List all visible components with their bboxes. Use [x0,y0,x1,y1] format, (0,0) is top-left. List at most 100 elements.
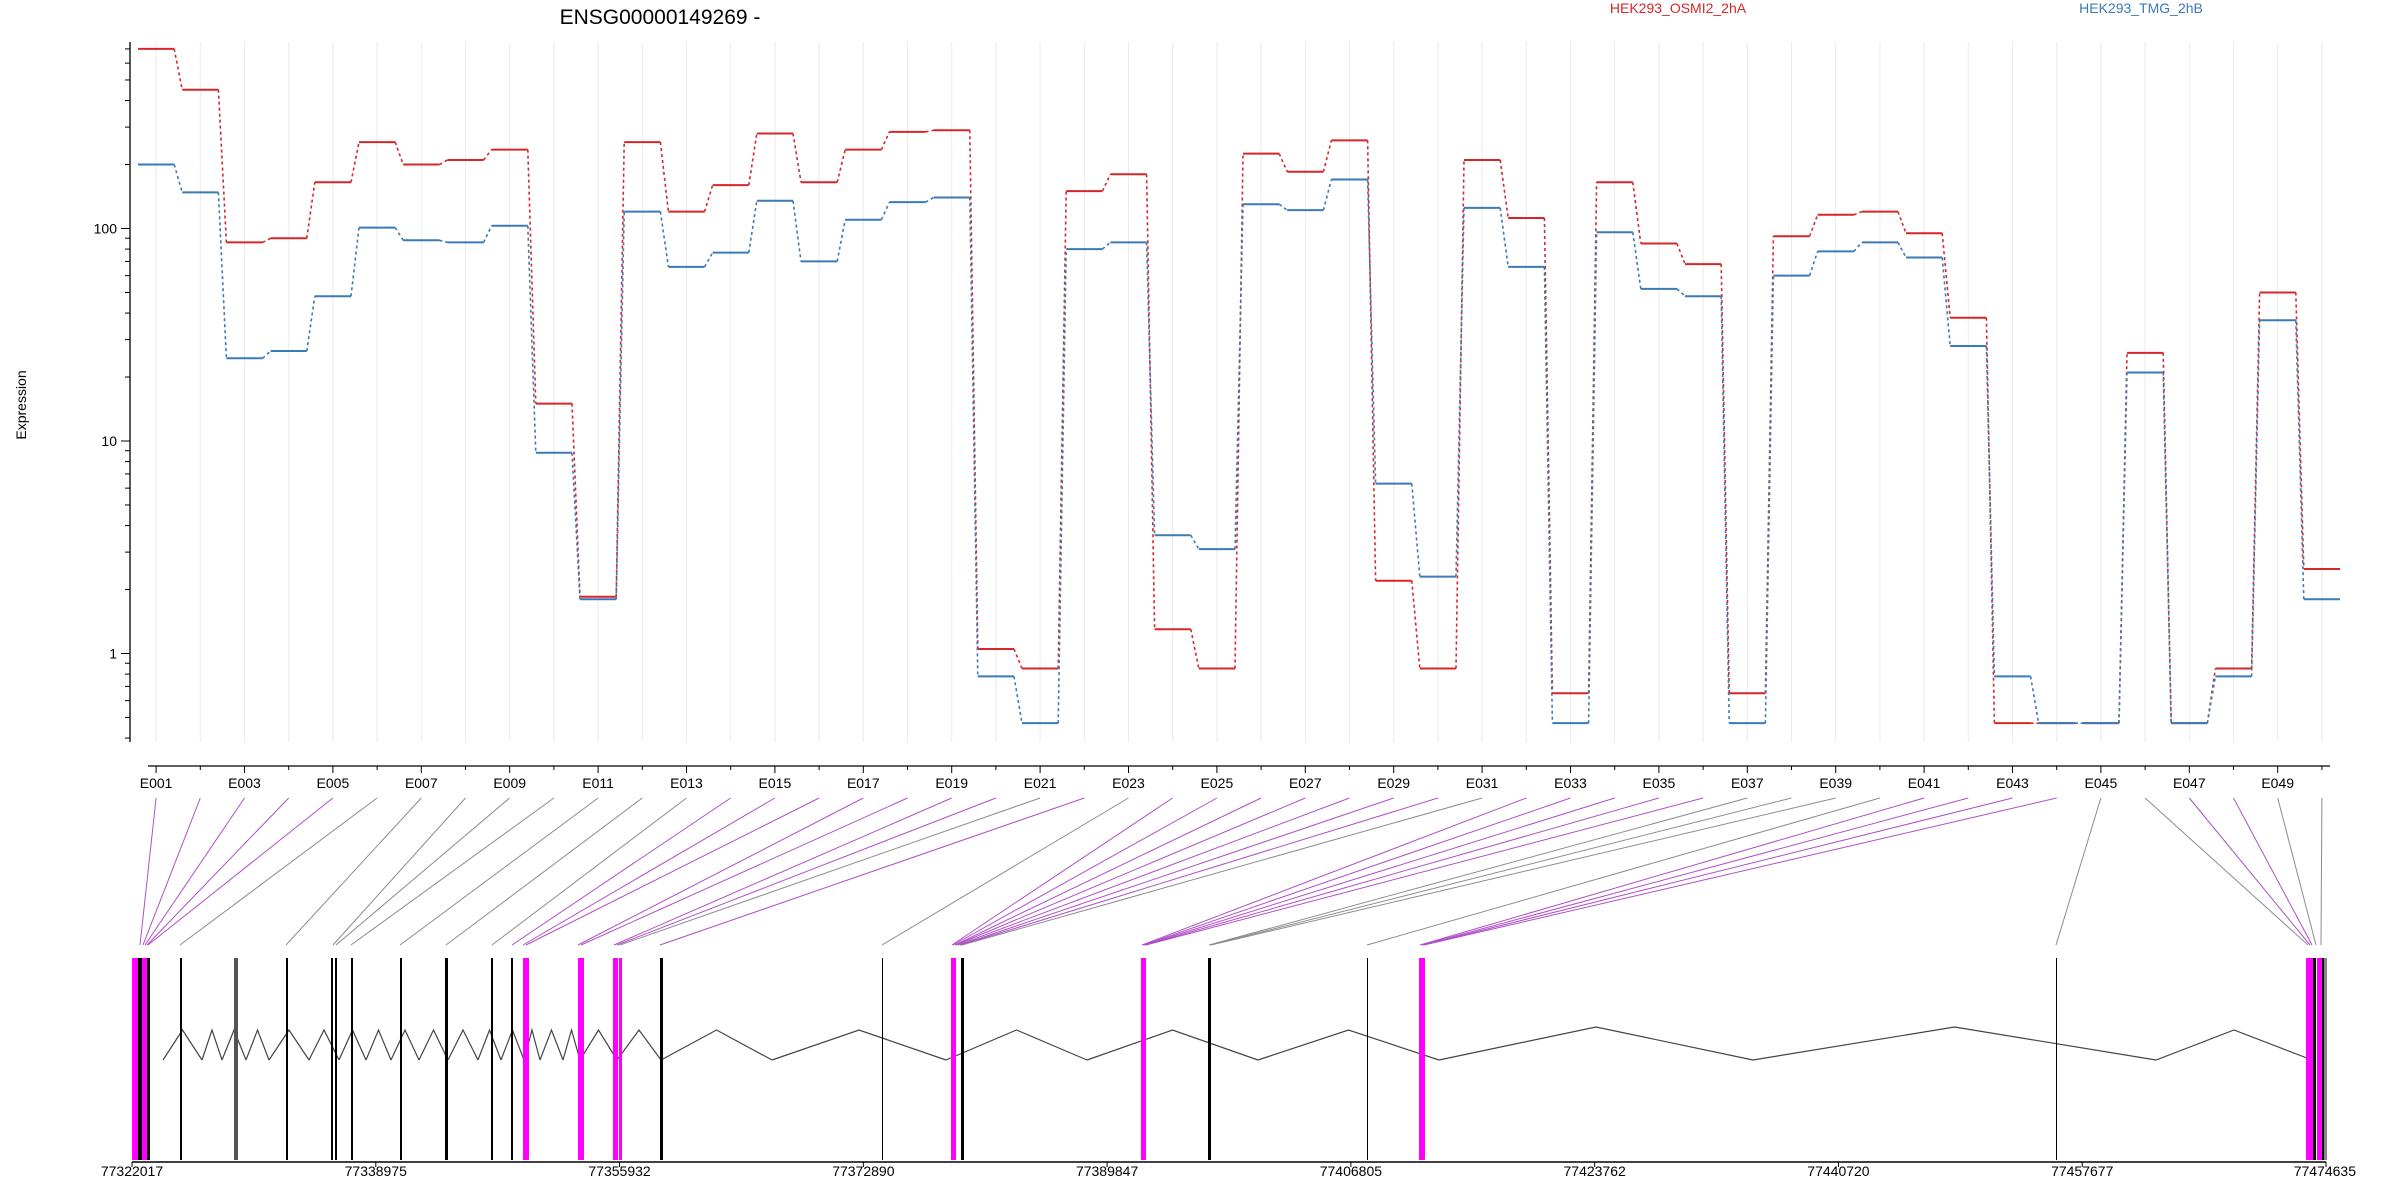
exon-connector [955,797,1306,946]
genome-tick-label: 77457677 [2051,1163,2114,1179]
exon-tick-label: E031 [1466,775,1499,791]
exon-connector [146,797,290,946]
genome-tick-label: 77474635 [2294,1163,2357,1179]
genome-coordinate-axis: 77322017 77338975 77355932 77372890 77389847… [101,1161,2357,1179]
gene-model [132,958,2327,1160]
exon-block [445,958,448,1160]
exon-connector [959,797,1394,946]
exon-connector [613,797,952,946]
exon-connector [445,797,643,946]
exon-tick-label: E041 [1908,775,1941,791]
genome-tick-label: 77406805 [1320,1163,1383,1179]
exon-connector [659,797,1085,946]
exon-block [286,958,288,1160]
y-axis: 1 10 100 [94,42,131,742]
exon-block [400,958,402,1160]
exon-block [234,958,238,1160]
exon-connector [1423,797,2057,946]
exon-block [2306,958,2313,1160]
vertical-gridlines [155,42,2323,742]
exon-connector [957,797,1350,946]
exon-connector [522,797,776,946]
exon-block [1419,958,1425,1160]
legend-series-1: HEK293_OSMI2_2hA [1610,0,1747,16]
exon-connector [619,797,1041,946]
exon-block [331,958,333,1160]
exon-connector [147,797,334,946]
exon-connector [2188,797,2311,946]
exon-block [660,958,663,1160]
exon-connector [350,797,555,946]
exon-connector [1422,797,2013,946]
genome-tick-label: 77355932 [588,1163,651,1179]
exon-block [147,958,150,1160]
exon-tick-label: E033 [1554,775,1587,791]
exon-connector [2055,797,2102,946]
exon-block [138,958,142,1160]
y-tick-label: 100 [94,221,118,237]
exon-block [335,958,337,1160]
exon-connector [2320,797,2323,946]
exon-block [2056,958,2057,1160]
exon-connector [960,797,1439,946]
exon-connector [1143,797,1615,946]
exon-connector [1210,797,1836,946]
exon-block [2313,958,2316,1160]
exon-tick-label: E029 [1377,775,1410,791]
exon-tick-label: E035 [1643,775,1676,791]
series-lines [138,47,2340,725]
exon-connector-lines [139,797,2323,946]
exon-connector [1144,797,1660,946]
exon-connector [577,797,864,946]
exon-block [142,958,147,1160]
exon-tick-label: E045 [2085,775,2118,791]
genome-tick-label: 77322017 [101,1163,164,1179]
exon-block [2324,958,2327,1160]
exon-block [951,958,956,1160]
exon-block [2317,958,2322,1160]
exon-connector [525,797,820,946]
series-transition [173,164,2305,724]
intron-lines [162,1026,2313,1061]
genome-tick-label: 77440720 [1807,1163,1870,1179]
exon-connector [1141,797,1527,946]
exon-block [961,958,964,1160]
chart-title: ENSG00000149269 - [560,6,761,29]
exon-axis: E001 E003 E005 E007 E009 E011 E013 E015 E017 E019… [140,765,2330,791]
exon-tick-label: E009 [493,775,526,791]
exon-connector [1421,797,1969,946]
exon-connector [144,797,245,946]
exon-tick-label: E019 [935,775,968,791]
exon-tick-label: E023 [1112,775,1145,791]
exon-connector [332,797,466,946]
exon-connector [961,797,1483,946]
exon-block [351,958,353,1160]
exon-connector [1366,797,1881,946]
exon-tick-label: E021 [1024,775,1057,791]
exon-connector [616,797,997,946]
exon-tick-label: E001 [140,775,173,791]
exon-connector [285,797,422,946]
exon-tick-label: E003 [228,775,261,791]
exon-connector [335,797,511,946]
exon-connector [179,797,378,946]
exon-connector [954,797,1262,946]
exon-connector [881,797,1129,946]
exon-tick-label: E015 [759,775,792,791]
exon-connector [491,797,687,946]
exon-connector [952,797,1218,946]
exon-block [613,958,618,1160]
exon-block [1367,958,1368,1160]
exon-tick-label: E005 [317,775,350,791]
exon-tick-label: E037 [1731,775,1764,791]
series-2 [138,163,2340,725]
exon-block [523,958,529,1160]
exon-connector [139,797,157,946]
exon-connector [1209,797,1792,946]
exon-block [882,958,883,1160]
genome-tick-label: 77338975 [345,1163,408,1179]
exon-tick-label: E025 [1201,775,1234,791]
exon-connector [1419,797,1925,946]
y-tick-label: 1 [109,646,117,662]
